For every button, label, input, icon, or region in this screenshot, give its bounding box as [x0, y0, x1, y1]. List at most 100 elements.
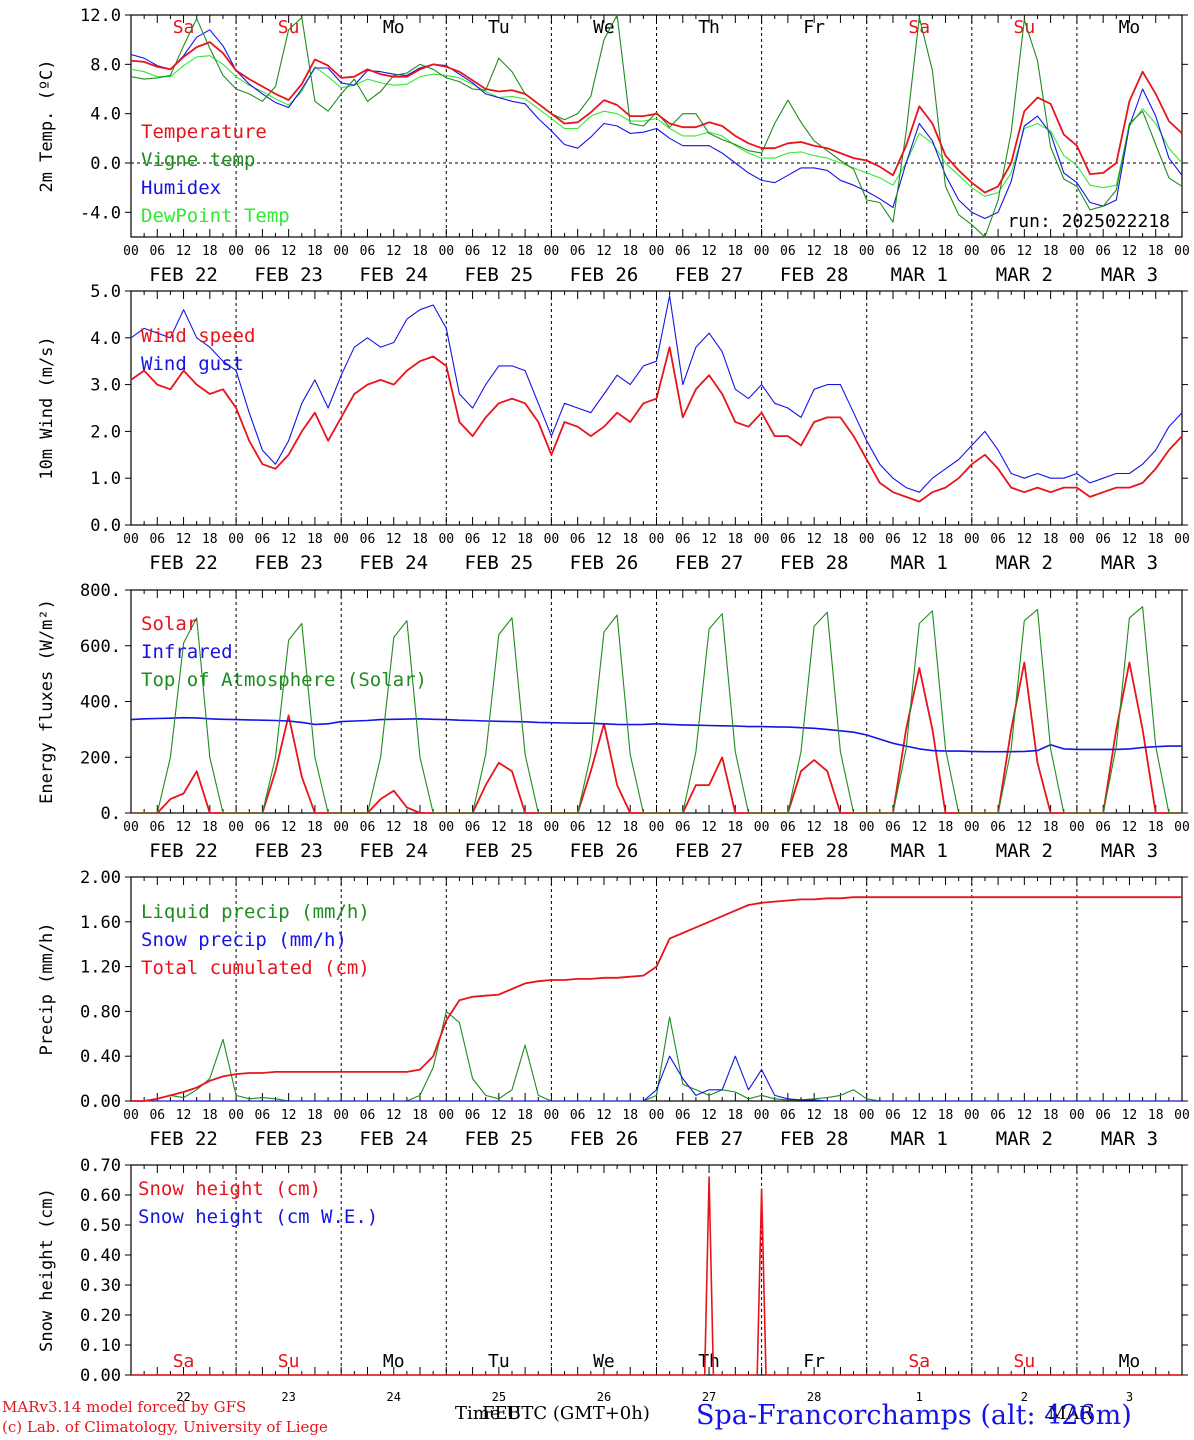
date-label: FEB 25 — [465, 552, 534, 574]
date-label: FEB 25 — [465, 1128, 534, 1150]
day-number-label: 24 — [387, 1390, 401, 1404]
hour-tick-label: 12 — [1017, 820, 1033, 835]
hour-tick-label: 06 — [675, 532, 691, 547]
hour-tick-label: 18 — [307, 820, 323, 835]
date-label: FEB 23 — [254, 840, 323, 862]
date-label: FEB 24 — [359, 552, 428, 574]
hour-tick-label: 06 — [360, 244, 376, 259]
hour-tick-label: 18 — [307, 244, 323, 259]
day-number-label: 23 — [281, 1390, 295, 1404]
hour-tick-label: 00 — [544, 532, 560, 547]
legend-entry: Snow precip (mm/h) — [141, 929, 347, 951]
hour-tick-label: 06 — [570, 1108, 586, 1123]
station-name: Spa-Francorchamps (alt: 426m) — [696, 1400, 1132, 1431]
date-label: FEB 27 — [675, 264, 744, 286]
series-line-blue — [130, 716, 1182, 753]
hour-tick-label: 18 — [517, 244, 533, 259]
y-tick-label: 600. — [80, 637, 121, 657]
hour-tick-label: 06 — [465, 1108, 481, 1123]
y-tick-label: 0.0 — [90, 154, 121, 174]
hour-tick-label: 12 — [1122, 1108, 1138, 1123]
hour-tick-label: 12 — [596, 532, 612, 547]
hour-tick-label: 06 — [675, 1108, 691, 1123]
date-label: MAR 2 — [996, 1128, 1053, 1150]
hour-tick-label: 18 — [202, 820, 218, 835]
day-name-label: Sa — [173, 17, 195, 38]
y-tick-label: 0. — [101, 804, 121, 824]
footer-feb-label: FEB — [482, 1403, 521, 1424]
date-label: FEB 24 — [359, 264, 428, 286]
y-tick-label: -4.0 — [80, 203, 121, 223]
hour-tick-label: 00 — [754, 244, 770, 259]
date-label: MAR 2 — [996, 840, 1053, 862]
day-name-label: Su — [1014, 17, 1036, 38]
hour-tick-label: 06 — [1095, 820, 1111, 835]
hour-tick-label: 06 — [570, 532, 586, 547]
hour-tick-label: 06 — [570, 244, 586, 259]
series-line-red — [131, 1176, 1182, 1376]
hour-tick-label: 12 — [911, 1108, 927, 1123]
legend-entry: Solar — [141, 613, 198, 635]
hour-tick-label: 12 — [1017, 532, 1033, 547]
hour-tick-label: 06 — [885, 820, 901, 835]
hour-tick-label: 06 — [149, 820, 165, 835]
footer-mar-label: MAR — [1048, 1403, 1093, 1424]
hour-tick-label: 00 — [1069, 820, 1085, 835]
hour-tick-label: 18 — [938, 532, 954, 547]
hour-tick-label: 00 — [859, 820, 875, 835]
hour-tick-label: 00 — [754, 532, 770, 547]
date-label: FEB 27 — [675, 1128, 744, 1150]
day-name-label: We — [593, 1351, 615, 1372]
hour-tick-label: 06 — [255, 532, 271, 547]
day-name-label: Fr — [803, 17, 825, 38]
hour-tick-label: 06 — [360, 1108, 376, 1123]
hour-tick-label: 12 — [176, 820, 192, 835]
series-line-blue — [130, 295, 1183, 493]
hour-tick-label: 18 — [1043, 1108, 1059, 1123]
hour-tick-label: 00 — [438, 244, 454, 259]
hour-tick-label: 18 — [938, 820, 954, 835]
date-label: FEB 22 — [149, 264, 218, 286]
date-label: MAR 2 — [996, 264, 1053, 286]
y-tick-label: 1.0 — [90, 469, 121, 489]
date-label: MAR 3 — [1101, 552, 1158, 574]
legend-entry: Wind gust — [141, 353, 244, 375]
hour-tick-label: 18 — [1148, 820, 1164, 835]
hour-tick-label: 00 — [859, 1108, 875, 1123]
hour-tick-label: 12 — [386, 1108, 402, 1123]
hour-tick-label: 06 — [990, 244, 1006, 259]
hour-tick-label: 18 — [307, 1108, 323, 1123]
hour-tick-label: 06 — [990, 1108, 1006, 1123]
day-number-label: 27 — [702, 1390, 716, 1404]
hour-tick-label: 18 — [1148, 1108, 1164, 1123]
hour-tick-label: 00 — [438, 820, 454, 835]
hour-tick-label: 18 — [1043, 532, 1059, 547]
day-name-label: Su — [278, 1351, 300, 1372]
hour-tick-label: 18 — [727, 532, 743, 547]
hour-tick-label: 18 — [1043, 820, 1059, 835]
hour-tick-label: 06 — [255, 820, 271, 835]
hour-tick-label: 06 — [675, 244, 691, 259]
day-name-label: Sa — [908, 17, 930, 38]
hour-tick-label: 12 — [281, 244, 297, 259]
series-line-lime — [130, 55, 1183, 197]
hour-tick-label: 12 — [806, 532, 822, 547]
hour-tick-label: 06 — [1095, 244, 1111, 259]
hour-tick-label: 00 — [228, 532, 244, 547]
hour-tick-label: 18 — [727, 244, 743, 259]
y-tick-label: 8.0 — [90, 55, 121, 75]
legend-entry: Total cumulated (cm) — [141, 957, 370, 979]
hour-tick-label: 06 — [885, 532, 901, 547]
date-label: FEB 28 — [780, 552, 849, 574]
date-label: MAR 1 — [891, 840, 948, 862]
day-number-label: 22 — [176, 1390, 190, 1404]
day-name-label: Th — [698, 17, 720, 38]
hour-tick-label: 12 — [596, 1108, 612, 1123]
hour-tick-label: 18 — [622, 1108, 638, 1123]
day-number-label: 3 — [1126, 1390, 1133, 1404]
hour-tick-label: 00 — [754, 820, 770, 835]
hour-tick-label: 06 — [675, 820, 691, 835]
hour-tick-label: 18 — [517, 820, 533, 835]
date-label: FEB 22 — [149, 840, 218, 862]
